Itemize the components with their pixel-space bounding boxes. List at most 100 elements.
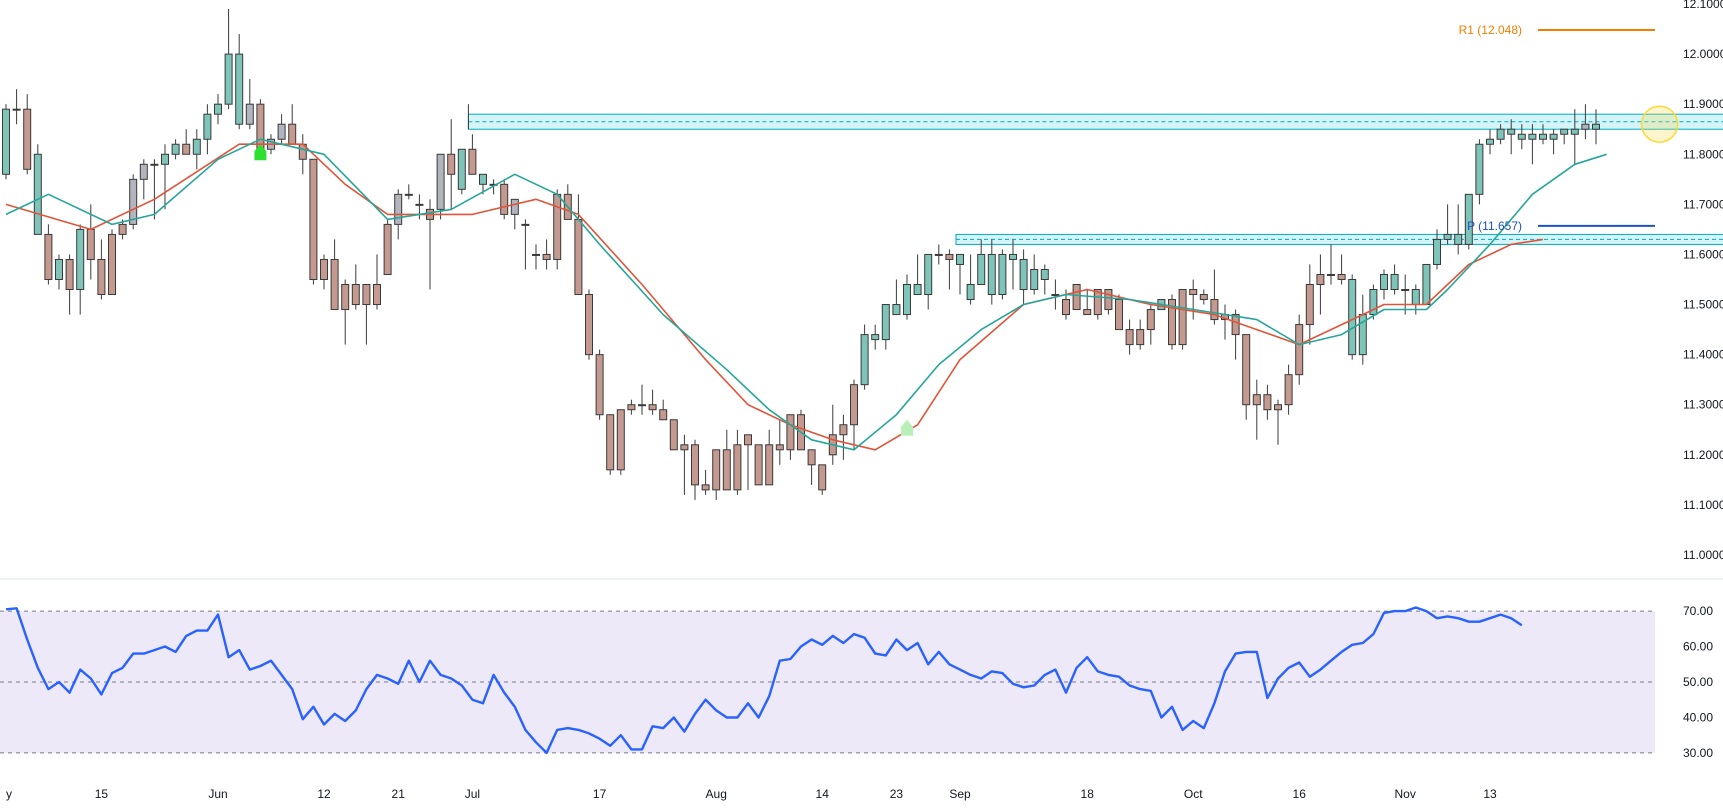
- candle-body: [1422, 263, 1431, 306]
- candle-body: [373, 284, 381, 306]
- time-tick-label: 17: [593, 787, 607, 801]
- candle-body: [1062, 299, 1070, 316]
- rsi-tick-label: 60.00: [1683, 640, 1713, 654]
- candle-body: [1592, 123, 1600, 130]
- candle-body: [1242, 334, 1251, 406]
- rsi-tick-label: 70.00: [1683, 604, 1713, 618]
- time-tick-label: Oct: [1184, 787, 1203, 801]
- price-pane: 11.00000 11.10000 11.20000 11.30000 11.40000…: [0, 0, 1723, 580]
- candle-body: [595, 354, 604, 416]
- candle-body: [966, 284, 975, 301]
- candle-body: [203, 113, 212, 140]
- candle-body: [860, 334, 869, 386]
- time-tick-label: 16: [1293, 787, 1307, 801]
- candle-body: [404, 193, 413, 196]
- candle-body: [1284, 374, 1293, 406]
- price-tick-label: 11.40000: [1683, 348, 1723, 362]
- candle-body: [574, 218, 583, 296]
- candle-body: [903, 284, 911, 316]
- candle-body: [468, 148, 477, 175]
- candle-body: [1199, 294, 1208, 301]
- candle-body: [616, 409, 625, 471]
- candle-body: [881, 304, 890, 341]
- price-tick-label: 12.10000: [1683, 0, 1723, 11]
- price-tick-label: 11.00000: [1683, 548, 1723, 562]
- candle-body: [754, 444, 763, 486]
- candle-body: [1125, 329, 1134, 346]
- candle-body: [722, 449, 731, 491]
- candle-body: [1401, 289, 1410, 292]
- candle-body: [171, 143, 180, 155]
- candle-body: [309, 158, 318, 280]
- time-tick-label: 12: [317, 787, 331, 801]
- ma-slow-line: [5, 138, 1607, 451]
- candle-body: [500, 183, 509, 215]
- price-tick-label: 11.60000: [1683, 247, 1723, 261]
- candle-body: [733, 444, 742, 491]
- candle-body: [553, 193, 562, 260]
- candle-body: [351, 284, 360, 306]
- candle-body: [1570, 128, 1579, 135]
- candle-body: [1517, 133, 1526, 140]
- price-tick-label: 11.30000: [1683, 398, 1723, 412]
- candle-body: [1146, 309, 1155, 331]
- candle-body: [436, 153, 445, 210]
- candle-body: [256, 103, 265, 150]
- time-tick-label: 14: [816, 787, 830, 801]
- candle-body: [1369, 289, 1378, 316]
- candle-body: [182, 143, 191, 155]
- signal-marker: [254, 144, 267, 161]
- candle-body: [362, 284, 371, 306]
- time-tick-label: 18: [1081, 787, 1095, 801]
- candle-body: [659, 409, 668, 421]
- candle-body: [1337, 273, 1346, 280]
- candle-body: [1316, 273, 1325, 286]
- candle-body: [108, 233, 116, 296]
- time-tick-label: 15: [95, 787, 109, 801]
- candle-body: [12, 108, 21, 111]
- candle-body: [23, 108, 32, 170]
- candle-body: [1380, 273, 1388, 291]
- candle-body: [192, 138, 201, 155]
- candle-body: [1051, 294, 1060, 297]
- candle-body: [871, 334, 880, 341]
- rsi-tick-label: 30.00: [1683, 746, 1713, 760]
- candle-body: [150, 163, 159, 166]
- candle-body: [245, 103, 254, 125]
- candle-body: [1390, 273, 1399, 291]
- candle-body: [1040, 268, 1049, 280]
- candle-body: [1189, 289, 1198, 296]
- rsi-tick-label: 50.00: [1683, 675, 1713, 689]
- price-tick-label: 11.80000: [1683, 147, 1723, 161]
- candle-body: [712, 449, 721, 491]
- candle-body: [913, 284, 922, 296]
- candle-body: [1115, 299, 1123, 331]
- candle-body: [542, 253, 551, 260]
- candle-body: [818, 464, 827, 491]
- candle-body: [1464, 193, 1473, 245]
- candle-body: [139, 163, 148, 180]
- candle-body: [1252, 394, 1261, 406]
- candle-body: [457, 148, 466, 190]
- candle-body: [807, 449, 816, 466]
- candle-body: [701, 484, 710, 491]
- candle-body: [224, 53, 233, 105]
- candle-body: [691, 444, 699, 486]
- candle-body: [86, 228, 95, 260]
- candle-body: [775, 444, 784, 451]
- candle-body: [1327, 273, 1335, 276]
- candle-body: [1104, 289, 1113, 311]
- candle-body: [118, 223, 127, 235]
- candle-body: [934, 253, 943, 256]
- candle-body: [521, 223, 530, 226]
- candle-body: [383, 223, 392, 275]
- candle-body: [1136, 329, 1145, 346]
- time-tick-label: Jun: [208, 787, 227, 801]
- candle-body: [669, 419, 678, 451]
- candle-body: [648, 404, 657, 411]
- price-tick-label: 11.20000: [1683, 448, 1723, 462]
- candle-body: [850, 384, 858, 426]
- price-tick-label: 11.50000: [1683, 298, 1723, 312]
- candle-body: [1305, 284, 1314, 326]
